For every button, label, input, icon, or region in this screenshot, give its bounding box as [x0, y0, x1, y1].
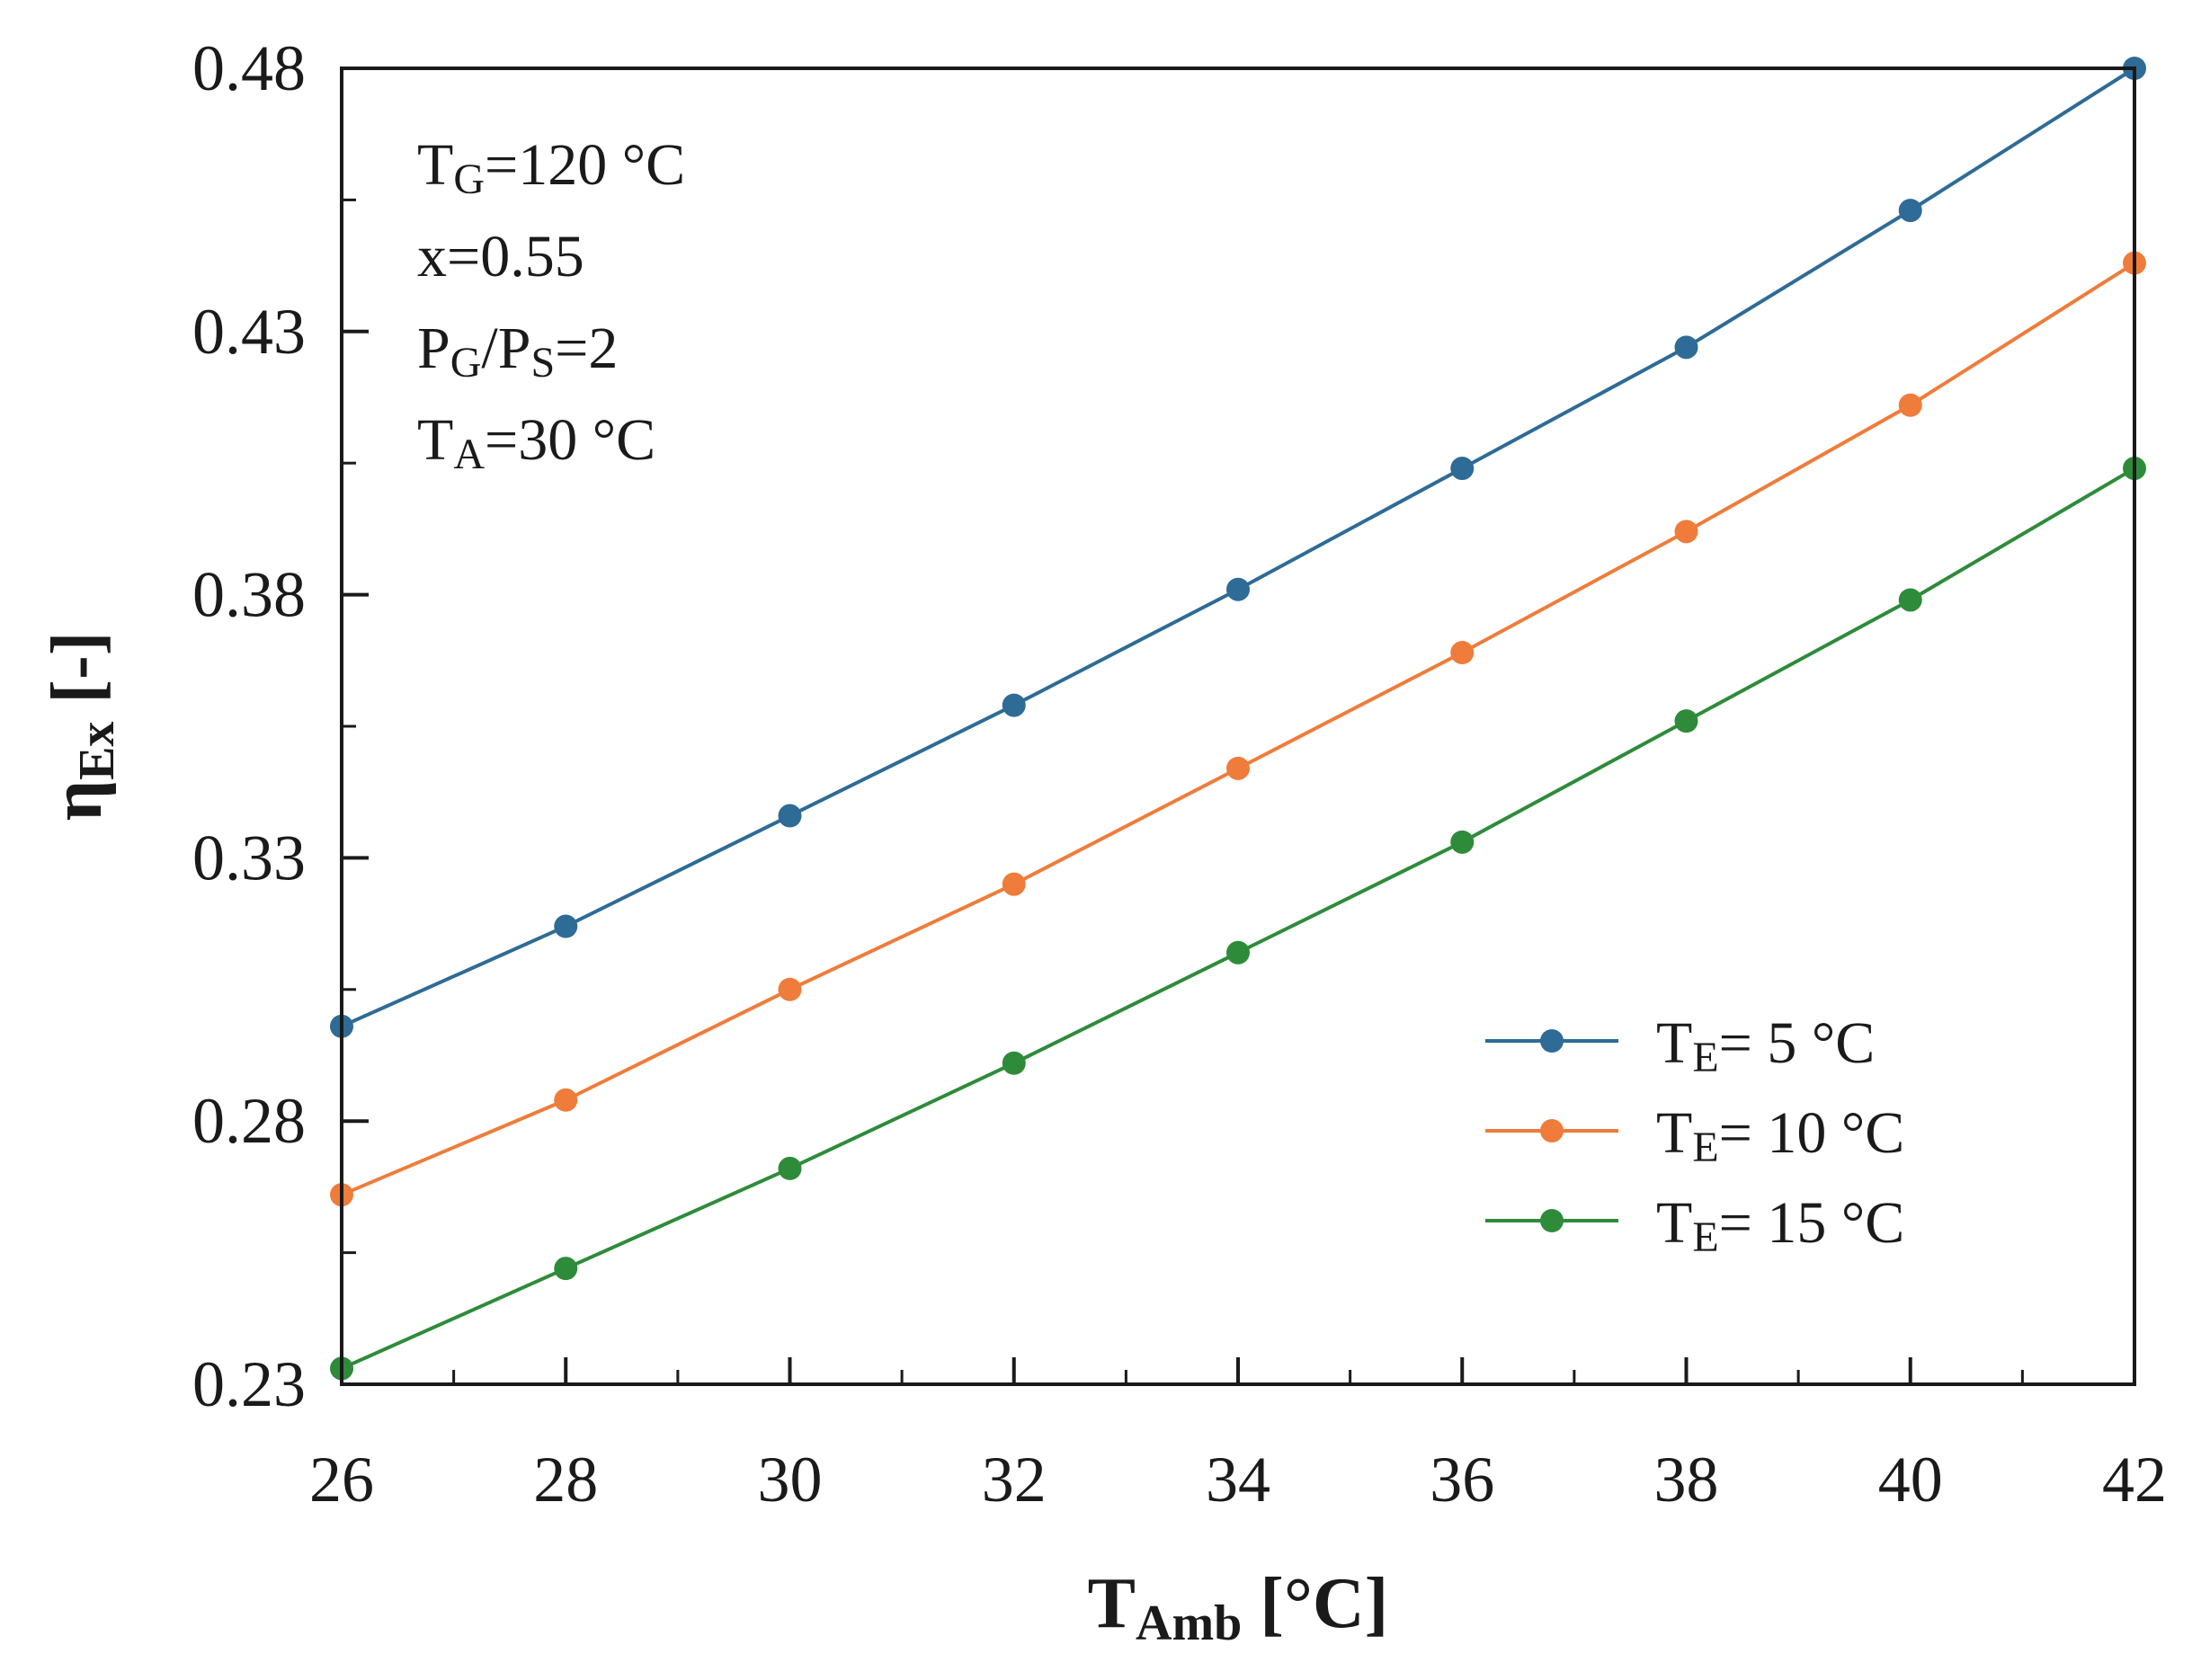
annotation-block: TG=120 °C x=0.55 PG/PS=2 TA=30 °C [417, 132, 685, 478]
legend: TE= 5 °C TE= 10 °C TE= 15 °C [1485, 1010, 1904, 1261]
data-point [1898, 199, 1922, 223]
series-layer [330, 57, 2146, 1381]
legend-item: TE= 5 °C [1485, 1010, 1875, 1081]
x-tick-label: 26 [309, 1444, 374, 1516]
y-tick-label: 0.23 [192, 1348, 306, 1420]
data-point [1898, 393, 1922, 417]
annotation-line: TG=120 °C [417, 132, 685, 203]
legend-item: TE= 15 °C [1485, 1190, 1904, 1261]
x-tick-label: 30 [758, 1444, 823, 1516]
data-point [778, 977, 802, 1001]
legend-marker [1540, 1119, 1564, 1142]
data-point [1002, 693, 1026, 717]
legend-item: TE= 10 °C [1485, 1100, 1904, 1171]
y-tick-label: 0.33 [192, 822, 306, 893]
ticks-layer [340, 67, 2136, 1386]
data-point [1898, 588, 1922, 612]
x-axis-title: TAmb [°C] [1088, 1564, 1389, 1651]
legend-label: TE= 10 °C [1656, 1100, 1904, 1171]
data-point [554, 914, 578, 938]
x-tick-label: 34 [1206, 1444, 1270, 1516]
labels-layer: 26 28 30 32 34 36 38 40 42 0.23 0.28 0.33 0.38 0.43 0.… [192, 32, 2167, 1516]
legend-marker [1540, 1029, 1564, 1053]
data-point [1226, 577, 1250, 601]
x-tick-label: 42 [2102, 1444, 2167, 1516]
data-point [1674, 335, 1698, 360]
data-point [1002, 872, 1026, 896]
data-point [1674, 520, 1698, 544]
annotation-line: PG/PS=2 [417, 316, 618, 387]
series-1 [330, 57, 2146, 1038]
y-tick-label: 0.43 [192, 296, 306, 368]
y-axis-title: ηEx [-] [38, 632, 125, 822]
data-point [1450, 641, 1475, 665]
y-tick-label: 0.38 [192, 559, 306, 631]
data-point [778, 804, 802, 828]
annotation-line: TA=30 °C [417, 407, 655, 478]
legend-label: TE= 15 °C [1656, 1190, 1904, 1261]
data-point [1450, 457, 1475, 481]
legend-label: TE= 5 °C [1656, 1010, 1875, 1081]
series-3 [330, 457, 2146, 1381]
y-tick-label: 0.28 [192, 1085, 306, 1157]
data-point [1002, 1051, 1026, 1075]
data-point [554, 1088, 578, 1112]
data-point [778, 1156, 802, 1180]
data-point [1450, 830, 1475, 854]
x-tick-label: 28 [533, 1444, 598, 1516]
x-tick-label: 38 [1654, 1444, 1719, 1516]
x-tick-label: 36 [1430, 1444, 1494, 1516]
x-tick-label: 40 [1878, 1444, 1943, 1516]
x-tick-label: 32 [982, 1444, 1047, 1516]
data-point [554, 1257, 578, 1281]
data-point [1226, 940, 1250, 964]
y-tick-label: 0.48 [192, 32, 306, 104]
legend-marker [1540, 1209, 1564, 1232]
annotation-line: x=0.55 [417, 224, 584, 289]
data-point [1226, 756, 1250, 780]
data-point [1674, 709, 1698, 733]
